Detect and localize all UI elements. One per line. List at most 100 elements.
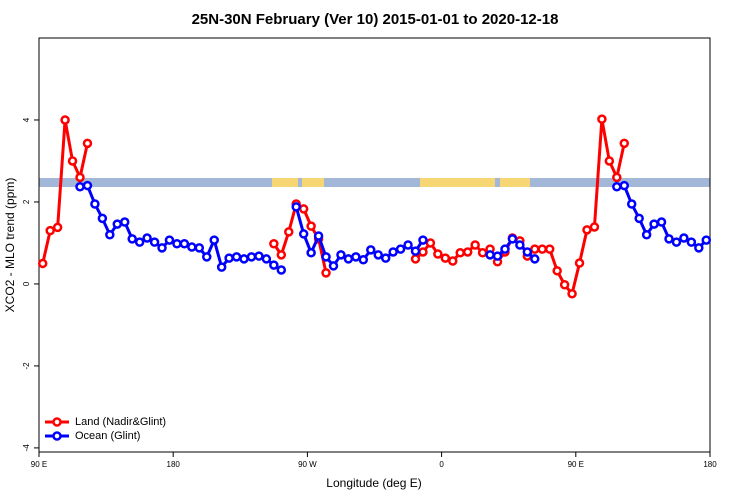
data-point xyxy=(82,180,93,191)
data-point xyxy=(455,248,465,258)
data-point xyxy=(164,235,175,245)
data-point xyxy=(366,245,376,255)
land-strip xyxy=(420,178,495,187)
data-point xyxy=(530,254,540,264)
data-point xyxy=(90,199,100,209)
data-point xyxy=(328,261,339,271)
legend-label: Ocean (Glint) xyxy=(75,430,140,442)
data-point xyxy=(343,254,354,264)
data-point xyxy=(679,233,689,243)
data-point xyxy=(522,247,533,257)
data-point xyxy=(626,199,637,209)
data-point xyxy=(82,138,93,149)
data-point xyxy=(395,244,406,254)
data-point xyxy=(448,256,458,266)
x-tick-label: 90 E xyxy=(31,460,47,469)
data-point xyxy=(410,246,421,256)
data-point xyxy=(671,237,682,247)
data-point xyxy=(306,248,316,258)
data-point xyxy=(649,219,659,229)
data-point xyxy=(291,202,301,212)
data-point xyxy=(284,227,294,237)
data-point xyxy=(418,247,428,257)
data-point xyxy=(105,230,115,240)
data-point xyxy=(202,252,212,262)
data-point xyxy=(254,251,264,261)
x-tick-label: 180 xyxy=(703,460,717,469)
land-strip xyxy=(302,178,324,187)
data-point xyxy=(530,244,540,254)
chart-title: 25N-30N February (Ver 10) 2015-01-01 to … xyxy=(192,11,559,28)
data-point xyxy=(358,255,369,265)
data-point xyxy=(224,253,234,263)
data-point xyxy=(433,249,443,259)
data-point xyxy=(246,252,257,262)
data-point xyxy=(149,237,160,247)
data-point xyxy=(37,258,48,269)
data-point xyxy=(239,254,249,264)
legend-marker xyxy=(52,417,62,427)
data-point xyxy=(634,213,644,224)
data-point xyxy=(485,250,495,260)
data-point xyxy=(119,217,130,227)
data-point xyxy=(477,248,488,258)
data-point xyxy=(604,156,615,166)
data-point xyxy=(179,239,190,249)
y-tick-label: -2 xyxy=(22,362,31,370)
land-strip xyxy=(500,178,530,187)
data-point xyxy=(216,262,227,272)
land-strip xyxy=(272,178,298,187)
y-axis-label: XCO2 - MLO trend (ppm) xyxy=(3,178,17,313)
data-point xyxy=(552,266,562,276)
plot-frame xyxy=(38,37,711,453)
data-point xyxy=(127,234,137,244)
data-point xyxy=(261,254,272,264)
data-point xyxy=(507,234,518,244)
data-point xyxy=(298,229,309,239)
data-point xyxy=(582,225,592,235)
data-point xyxy=(276,265,287,275)
data-point xyxy=(172,239,182,249)
data-point xyxy=(462,247,473,257)
data-point xyxy=(269,239,279,249)
data-point xyxy=(686,237,697,247)
data-point xyxy=(75,172,85,183)
ocean-strip xyxy=(39,178,710,187)
legend-marker xyxy=(52,431,62,441)
y-tick-label: 0 xyxy=(22,281,31,286)
data-point xyxy=(388,247,398,257)
data-point xyxy=(321,268,331,278)
data-point xyxy=(187,242,197,252)
data-point xyxy=(269,260,279,270)
data-point xyxy=(664,234,674,244)
data-point xyxy=(544,244,555,254)
data-point xyxy=(276,250,287,260)
data-point xyxy=(559,280,570,290)
data-point xyxy=(142,233,152,243)
data-point xyxy=(612,182,622,192)
y-tick-label: 2 xyxy=(22,199,31,204)
data-point xyxy=(75,182,85,192)
data-point xyxy=(321,252,331,262)
data-point xyxy=(336,250,346,260)
data-point xyxy=(410,254,421,264)
data-point xyxy=(418,235,428,245)
data-point xyxy=(157,243,167,253)
data-point xyxy=(574,258,585,268)
data-point xyxy=(492,251,503,261)
data-point xyxy=(612,172,622,183)
data-point xyxy=(380,253,391,263)
surface-mask-strip xyxy=(39,178,710,187)
data-point xyxy=(67,156,78,166)
x-tick-label: 90 E xyxy=(568,460,584,469)
data-point xyxy=(403,240,413,250)
x-tick-label: 0 xyxy=(439,460,444,469)
data-point xyxy=(97,213,108,224)
data-point xyxy=(567,289,577,299)
x-tick-label: 90 W xyxy=(298,460,317,469)
data-point xyxy=(425,238,436,248)
legend-label: Land (Nadir&Glint) xyxy=(75,416,166,428)
data-point xyxy=(537,244,547,254)
data-point xyxy=(701,235,712,245)
x-axis-label: Longitude (deg E) xyxy=(326,476,421,490)
